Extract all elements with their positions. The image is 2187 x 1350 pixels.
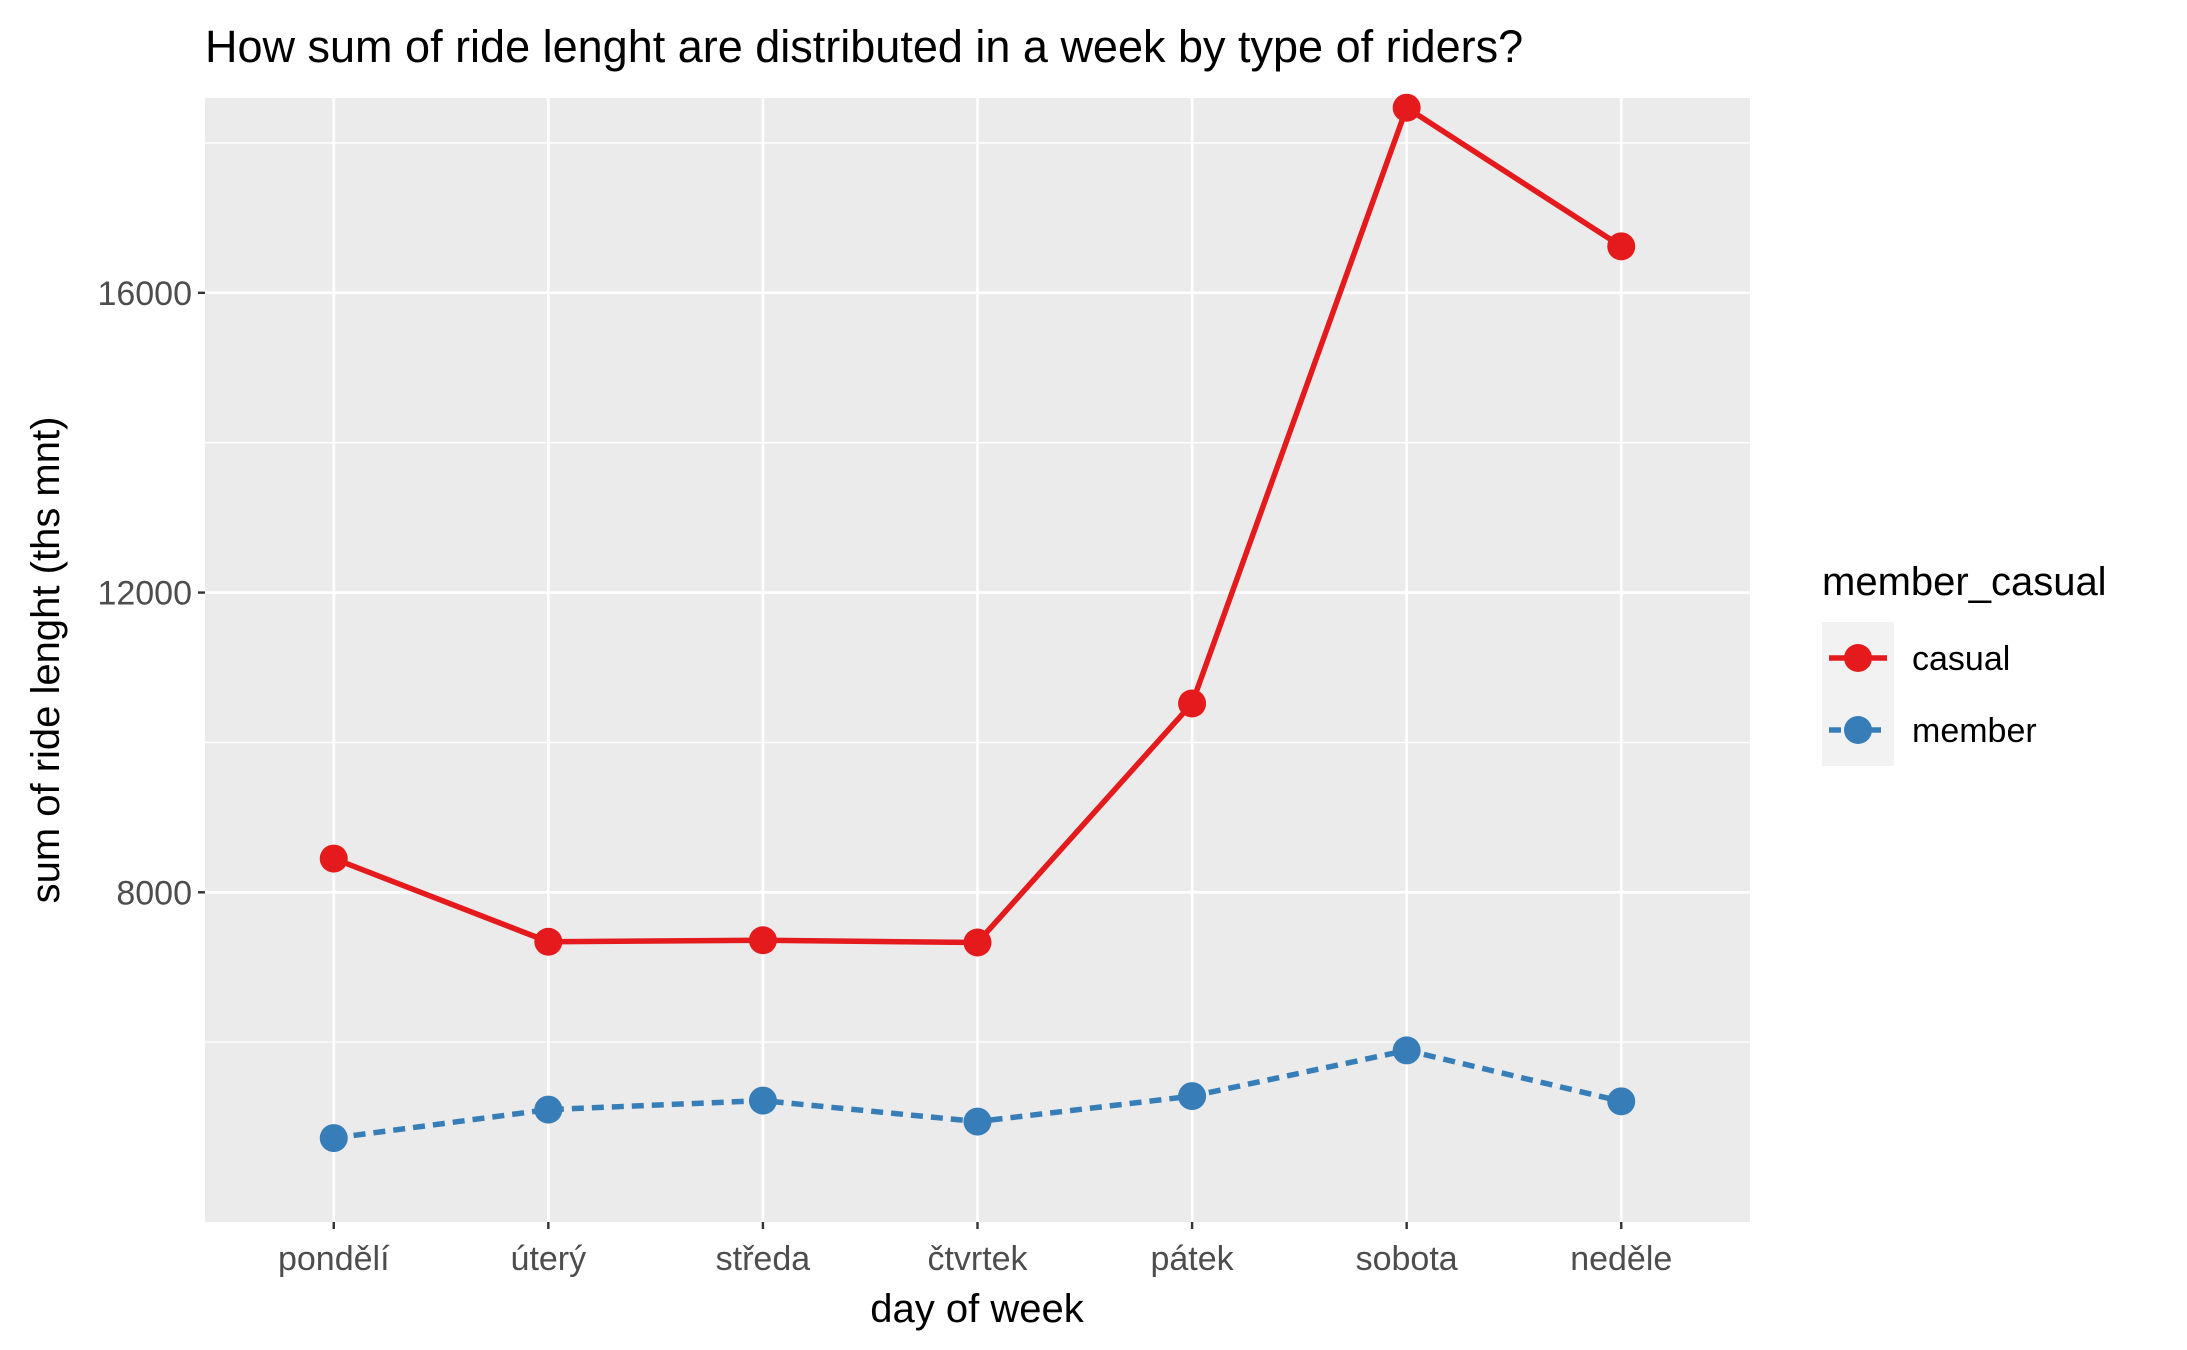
legend-label-member: member: [1912, 712, 2037, 750]
data-point-member: [319, 1124, 348, 1153]
y-axis-title: sum of ride lenght (ths mnt): [24, 417, 68, 904]
series-layer: [319, 93, 1636, 1153]
chart-title: How sum of ride lenght are distributed i…: [205, 21, 1523, 72]
x-axis-ticks: pondělí úterý středa čtvrtek pátek sobota nedě…: [278, 1222, 1672, 1278]
y-tick-label: 8000: [116, 874, 192, 912]
data-point-member: [534, 1095, 563, 1124]
x-tick-label: čtvrtek: [927, 1240, 1028, 1278]
x-tick-label: pondělí: [278, 1240, 390, 1278]
y-tick-label: 16000: [97, 275, 192, 313]
x-axis-title: day of week: [870, 1287, 1084, 1331]
data-point-casual: [1607, 232, 1636, 261]
data-point-casual: [534, 927, 563, 956]
legend-label-casual: casual: [1912, 640, 2010, 678]
x-tick-label: středa: [716, 1240, 811, 1278]
data-point-casual: [748, 926, 777, 955]
data-point-member: [1178, 1082, 1207, 1111]
data-point-member: [748, 1086, 777, 1115]
x-tick-label: neděle: [1570, 1240, 1672, 1278]
data-point-casual: [1392, 93, 1421, 122]
x-tick-label: pátek: [1150, 1240, 1234, 1278]
data-point-member: [1392, 1036, 1421, 1065]
data-point-member: [1607, 1087, 1636, 1116]
data-point-member: [963, 1107, 992, 1136]
data-point-casual: [1178, 689, 1207, 718]
x-tick-label: sobota: [1356, 1240, 1458, 1278]
x-tick-label: úterý: [511, 1240, 587, 1278]
legend-key-point-casual: [1844, 644, 1872, 672]
data-point-casual: [963, 928, 992, 957]
y-axis-ticks: 8000 12000 16000: [97, 275, 205, 912]
legend-key-background: [1822, 622, 1894, 766]
legend-key-point-member: [1844, 716, 1872, 744]
data-point-casual: [319, 844, 348, 873]
legend-title: member_casual: [1822, 560, 2107, 604]
legend: member_casual casual member: [1822, 560, 2107, 766]
major-gridlines: [205, 98, 1750, 1222]
y-tick-label: 12000: [97, 575, 192, 613]
